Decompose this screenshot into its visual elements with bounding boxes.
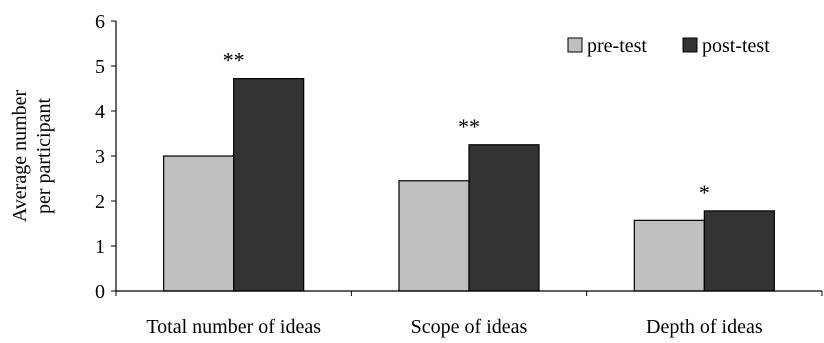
legend: pre-test post-test — [567, 35, 770, 57]
y-tick-label: 1 — [95, 236, 105, 258]
y-tick-label: 0 — [95, 281, 105, 303]
axes — [115, 21, 823, 296]
bar-post-test — [468, 144, 540, 292]
significance-marker: ** — [223, 48, 245, 73]
significance-annotations: ***** — [223, 48, 710, 205]
legend-label: pre-test — [587, 35, 647, 57]
bars — [163, 77, 775, 292]
x-category-label: Scope of ideas — [411, 316, 528, 338]
y-tick-label: 3 — [95, 146, 105, 168]
significance-marker: ** — [458, 114, 480, 139]
x-axis-category-labels: Total number of ideas Scope of ideas Depth… — [146, 316, 763, 338]
significance-marker: * — [699, 180, 710, 205]
y-tick-label: 6 — [95, 11, 105, 33]
bar-post-test — [703, 210, 775, 292]
y-tick-label: 2 — [95, 191, 105, 213]
x-category-label: Depth of ideas — [646, 316, 763, 338]
bar-pre-test — [163, 155, 235, 292]
y-axis-label-line: Average number — [9, 89, 31, 222]
legend-label: post-test — [702, 35, 770, 57]
legend-swatch — [567, 37, 583, 53]
x-category-label: Total number of ideas — [146, 316, 321, 338]
legend-swatch — [682, 37, 698, 53]
y-axis-label-line: per participant — [33, 98, 55, 214]
bar-post-test — [233, 77, 305, 292]
y-axis-ticks: 0 1 2 3 4 5 6 — [95, 11, 116, 303]
y-axis-label: Average number per participant — [9, 89, 55, 222]
bar-pre-test — [633, 219, 705, 292]
bar-pre-test — [398, 180, 470, 292]
y-tick-label: 4 — [95, 101, 105, 123]
y-tick-label: 5 — [95, 56, 105, 78]
